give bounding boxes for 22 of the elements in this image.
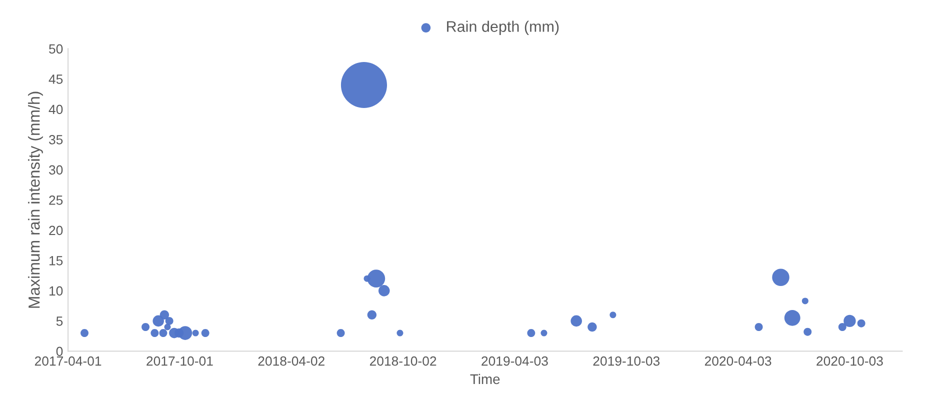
y-tick-label: 5 — [56, 316, 63, 326]
legend-label: Rain depth (mm) — [447, 20, 559, 35]
x-tick-label: 2019-10-03 — [593, 356, 660, 366]
y-tick-label: 10 — [50, 286, 63, 296]
y-tick-label: 45 — [48, 74, 63, 84]
y-tick-label: 20 — [49, 226, 63, 236]
x-tick-label: 2018-10-02 — [370, 356, 436, 366]
x-tick-label: 2020-04-03 — [704, 356, 772, 366]
x-tick-label: 2019-04-03 — [482, 356, 548, 366]
x-axis-title: Time — [470, 374, 500, 384]
x-tick-label: 2018-04-02 — [258, 356, 324, 366]
y-tick-label: 35 — [49, 135, 63, 144]
x-tick-label: 2020-10-03 — [816, 356, 883, 366]
y-tick-label: 0 — [56, 346, 63, 356]
x-tick-label: 2017-04-01 — [34, 356, 102, 366]
y-tick-label: 40 — [48, 104, 63, 114]
y-tick-label: 50 — [49, 44, 63, 54]
y-axis-title: Maximum rain intensity (mm/h) — [28, 92, 43, 308]
y-tick-label: 30 — [49, 165, 63, 175]
x-tick-label: 2017-10-01 — [146, 356, 213, 366]
y-tick-label: 15 — [50, 256, 63, 266]
y-tick-label: 25 — [49, 196, 63, 205]
